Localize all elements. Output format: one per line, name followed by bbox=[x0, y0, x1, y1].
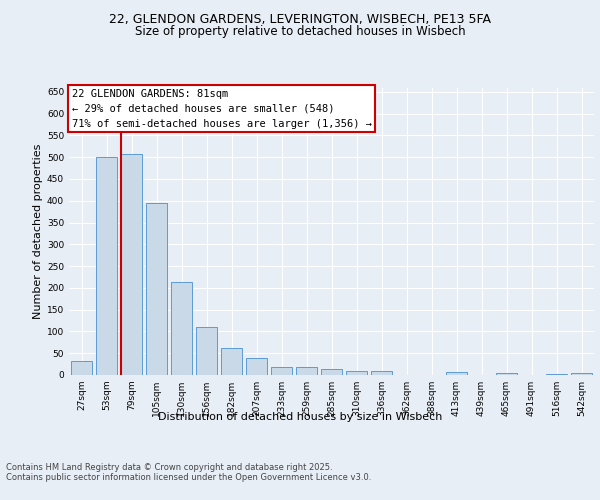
Text: 22 GLENDON GARDENS: 81sqm
← 29% of detached houses are smaller (548)
71% of semi: 22 GLENDON GARDENS: 81sqm ← 29% of detac… bbox=[71, 89, 371, 128]
Bar bbox=[96, 157, 117, 375]
Bar bbox=[346, 370, 367, 375]
Bar bbox=[571, 373, 592, 375]
Bar bbox=[121, 154, 142, 375]
Bar bbox=[71, 361, 92, 375]
Bar bbox=[546, 374, 567, 375]
Bar bbox=[271, 367, 292, 375]
Text: 22, GLENDON GARDENS, LEVERINGTON, WISBECH, PE13 5FA: 22, GLENDON GARDENS, LEVERINGTON, WISBEC… bbox=[109, 12, 491, 26]
Bar bbox=[246, 358, 267, 375]
Text: Distribution of detached houses by size in Wisbech: Distribution of detached houses by size … bbox=[158, 412, 442, 422]
Bar bbox=[171, 282, 192, 375]
Bar bbox=[446, 372, 467, 375]
Y-axis label: Number of detached properties: Number of detached properties bbox=[33, 144, 43, 319]
Text: Contains public sector information licensed under the Open Government Licence v3: Contains public sector information licen… bbox=[6, 472, 371, 482]
Bar bbox=[146, 202, 167, 375]
Bar bbox=[296, 367, 317, 375]
Bar bbox=[496, 373, 517, 375]
Bar bbox=[221, 348, 242, 375]
Text: Contains HM Land Registry data © Crown copyright and database right 2025.: Contains HM Land Registry data © Crown c… bbox=[6, 462, 332, 471]
Bar bbox=[196, 327, 217, 375]
Text: Size of property relative to detached houses in Wisbech: Size of property relative to detached ho… bbox=[134, 25, 466, 38]
Bar bbox=[371, 370, 392, 375]
Bar bbox=[321, 370, 342, 375]
